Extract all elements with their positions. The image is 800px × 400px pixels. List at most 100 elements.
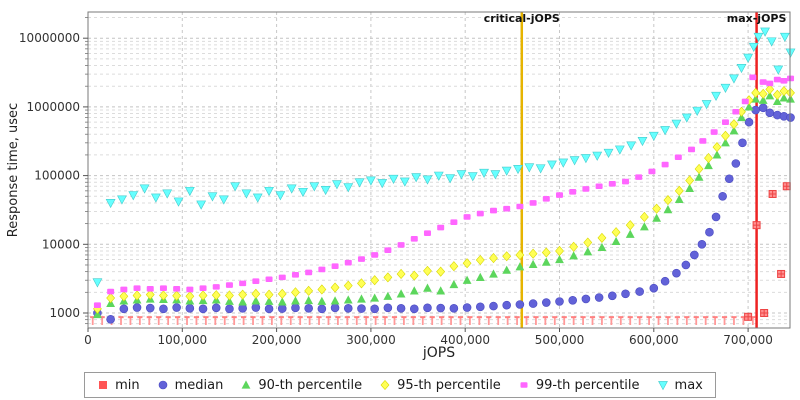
data-point [729, 119, 739, 130]
data-point [230, 182, 241, 192]
data-point [463, 214, 471, 220]
data-point [309, 182, 320, 192]
data-point [317, 296, 327, 305]
data-point [547, 160, 557, 170]
data-point [225, 282, 233, 288]
data-point [291, 287, 300, 298]
y-tick-label: 10000000 [19, 31, 80, 45]
data-point [371, 252, 379, 258]
legend-marker-p95-icon [380, 379, 390, 391]
data-point [106, 314, 115, 324]
data-point [614, 145, 625, 155]
data-point [535, 164, 546, 174]
data-point [211, 303, 221, 313]
data-point [583, 237, 593, 248]
data-point [513, 165, 523, 175]
legend-label: max [674, 377, 703, 393]
data-point [93, 309, 102, 319]
data-point [92, 278, 103, 288]
data-point [736, 63, 747, 74]
data-point [611, 236, 621, 246]
x-tick-label: 400,000 [440, 333, 490, 347]
x-tick-label: 100,000 [157, 333, 207, 347]
data-point [541, 298, 551, 307]
data-point [475, 272, 485, 281]
data-point [264, 289, 274, 300]
data-point [704, 153, 713, 164]
series-median [93, 103, 795, 324]
data-point [304, 285, 314, 296]
data-point [318, 266, 326, 273]
legend-marker-p90-icon [241, 380, 251, 389]
data-point [105, 199, 116, 209]
data-point [490, 170, 501, 180]
data-point [786, 94, 795, 103]
data-point [370, 275, 380, 286]
data-point [251, 296, 261, 305]
data-point [489, 301, 498, 311]
data-point [731, 159, 741, 168]
data-point [749, 74, 757, 81]
data-point [264, 296, 274, 305]
data-point [173, 286, 181, 292]
data-point [305, 269, 313, 276]
data-point [238, 297, 248, 306]
legend-label: median [174, 377, 224, 393]
data-point [502, 300, 511, 310]
data-point [721, 119, 729, 125]
data-point [556, 192, 563, 198]
data-point [433, 171, 444, 181]
data-point [357, 294, 366, 303]
axis-ticks [83, 17, 749, 332]
data-point [275, 191, 286, 201]
data-point [251, 288, 261, 299]
data-point [298, 187, 308, 198]
data-point [542, 195, 550, 202]
data-point [119, 291, 129, 302]
data-point [528, 248, 538, 259]
y-tick-label: 1000000 [27, 100, 80, 114]
data-point [456, 170, 467, 180]
data-point [383, 291, 393, 300]
data-point [625, 229, 635, 238]
data-point [343, 304, 353, 313]
data-point [625, 220, 635, 231]
data-point [343, 280, 353, 291]
data-point [489, 269, 498, 278]
data-point [501, 166, 512, 176]
data-point [291, 296, 300, 305]
data-point [370, 304, 379, 314]
data-point [694, 163, 704, 174]
data-point [304, 304, 313, 313]
data-point [581, 294, 591, 304]
data-point [639, 211, 649, 223]
data-point [330, 303, 340, 313]
data-point [555, 245, 564, 257]
data-point [106, 293, 116, 304]
data-point [396, 289, 406, 298]
data-point [354, 178, 365, 188]
data-point [399, 177, 410, 187]
data-point [475, 302, 485, 312]
series-min [90, 182, 791, 325]
data-point [343, 183, 354, 193]
data-point [581, 154, 591, 164]
data-point [172, 290, 182, 301]
data-point [475, 254, 485, 266]
data-point [251, 303, 261, 312]
series-max [92, 27, 796, 288]
data-point [93, 302, 101, 308]
data-point [467, 172, 478, 182]
data-point [383, 303, 393, 313]
legend-label: 90-th percentile [258, 377, 363, 393]
data-point [225, 304, 234, 314]
data-point [766, 80, 774, 87]
data-point [779, 32, 790, 42]
data-point [568, 296, 578, 305]
data-point [685, 183, 695, 193]
data-point [592, 151, 603, 161]
data-point [648, 131, 659, 142]
data-point [380, 379, 390, 391]
data-point [766, 37, 777, 47]
